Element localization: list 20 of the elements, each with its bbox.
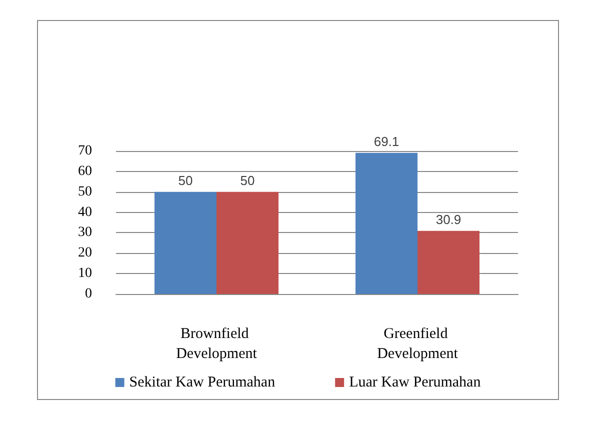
y-tick-label: 10	[78, 266, 92, 282]
y-tick-label: 50	[78, 184, 92, 200]
x-tick-label: Brownfield Development	[176, 326, 258, 362]
y-tick-label: 40	[78, 204, 92, 220]
bar	[356, 152, 418, 294]
data-label: 69.1	[374, 134, 400, 149]
data-label: 30.9	[436, 212, 462, 227]
bar	[418, 230, 480, 294]
y-tick-label: 60	[78, 164, 92, 179]
legend-label: Sekitar Kaw Perumahan	[129, 374, 276, 390]
legend-label: Luar Kaw Perumahan	[349, 374, 482, 390]
x-tick-label: Greenfield Development	[377, 326, 459, 362]
data-label: 50	[178, 172, 193, 188]
y-tick-label: 0	[85, 286, 92, 302]
bar	[154, 192, 216, 294]
y-tick-label: 20	[78, 246, 92, 261]
y-tick-label: 70	[78, 144, 92, 158]
data-label: 50	[240, 172, 255, 188]
bar	[216, 192, 278, 294]
y-tick-label: 30	[78, 225, 92, 240]
